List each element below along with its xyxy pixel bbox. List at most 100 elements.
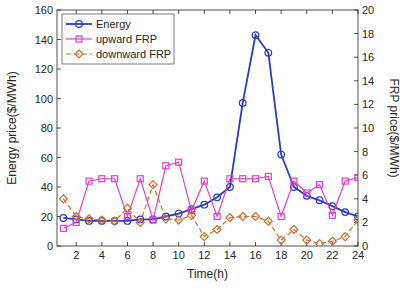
series-marker [316, 197, 323, 204]
y2-tick-label: 16 [362, 51, 374, 63]
x-tick-label: 18 [275, 249, 287, 261]
y2-tick [354, 57, 358, 58]
series-marker [60, 215, 67, 222]
legend-marker [75, 50, 83, 58]
x-tick-top [332, 10, 333, 14]
y2-tick-label: 12 [362, 98, 374, 110]
series-marker [200, 233, 208, 241]
series-marker [98, 216, 106, 224]
x-tick [358, 242, 359, 246]
y-tick-label: 140 [35, 34, 53, 46]
y-tick-label: 60 [41, 152, 53, 164]
y2-tick-label: 6 [362, 169, 368, 181]
y2-tick [354, 10, 358, 11]
y2-tick-label: 20 [362, 4, 374, 16]
series-marker [227, 176, 233, 182]
x-tick-top [204, 10, 205, 14]
x-tick-top [255, 10, 256, 14]
series-marker [99, 176, 105, 182]
series-marker [329, 212, 335, 218]
series-marker [124, 214, 130, 220]
series-marker [252, 213, 260, 221]
x-tick-label: 22 [326, 249, 338, 261]
x-tick [229, 242, 230, 246]
series-marker [162, 215, 170, 223]
series-marker [355, 175, 358, 181]
series-marker [124, 218, 131, 225]
y-tick-label: 0 [47, 240, 53, 252]
x-tick-top [76, 10, 77, 14]
series-marker [137, 176, 143, 182]
y2-tick [354, 151, 358, 152]
x-tick-top [306, 10, 307, 14]
y-axis-label: Energy price($/MWh) [5, 71, 19, 184]
legend-line [66, 38, 92, 39]
y2-tick-label: 10 [362, 122, 374, 134]
y-tick [57, 187, 61, 188]
x-tick [204, 242, 205, 246]
x-tick-top [153, 10, 154, 14]
series-marker [341, 233, 349, 241]
y2-tick [354, 198, 358, 199]
series-marker [265, 173, 271, 179]
series-marker [163, 163, 169, 169]
y-tick [57, 246, 61, 247]
x-tick-top [229, 10, 230, 14]
y2-tick [354, 80, 358, 81]
x-tick-label: 10 [173, 249, 185, 261]
series-marker [278, 214, 284, 220]
series-marker [176, 159, 182, 165]
y2-tick-label: 0 [362, 240, 368, 252]
series-marker [291, 178, 297, 184]
series-marker [342, 178, 348, 184]
series-marker [201, 201, 208, 208]
series-marker [214, 194, 221, 201]
legend-marker [76, 21, 83, 28]
series-marker [60, 225, 66, 231]
y-tick-label: 80 [41, 122, 53, 134]
y2-tick [354, 33, 358, 34]
legend-label: Energy [96, 18, 131, 30]
series-marker [214, 214, 220, 220]
x-tick-label: 12 [198, 249, 210, 261]
y2-tick [354, 104, 358, 105]
legend-line [66, 23, 92, 25]
y-tick-label: 120 [35, 63, 53, 75]
series-marker [72, 213, 80, 221]
x-tick-label: 6 [124, 249, 130, 261]
series-marker [277, 236, 285, 244]
x-tick [101, 242, 102, 246]
x-tick-label: 8 [150, 249, 156, 261]
series-marker [85, 215, 93, 223]
y-tick [57, 98, 61, 99]
series-marker [59, 195, 67, 203]
y-tick [57, 69, 61, 70]
x-tick [255, 242, 256, 246]
series-marker [111, 217, 119, 225]
series-marker [328, 237, 336, 245]
y2-tick-label: 18 [362, 28, 374, 40]
series-marker [290, 225, 298, 233]
series-marker [278, 151, 285, 158]
series-marker [316, 240, 324, 246]
legend-box [62, 14, 174, 64]
series-marker [354, 216, 358, 224]
series-marker [239, 213, 247, 221]
series-marker [150, 217, 156, 223]
series-marker [240, 176, 246, 182]
series-marker [149, 181, 157, 189]
legend-label: upward FRP [96, 33, 157, 45]
x-tick-top [127, 10, 128, 14]
x-tick [153, 242, 154, 246]
y2-tick-label: 14 [362, 75, 374, 87]
series-marker [317, 182, 323, 188]
x-tick-top [178, 10, 179, 14]
series-marker [213, 225, 221, 233]
series-marker [175, 216, 183, 224]
legend-line [66, 53, 92, 54]
series-line [63, 185, 358, 244]
series-marker [112, 176, 118, 182]
y-tick-label: 20 [41, 211, 53, 223]
x-tick [76, 242, 77, 246]
y2-tick-label: 2 [362, 216, 368, 228]
